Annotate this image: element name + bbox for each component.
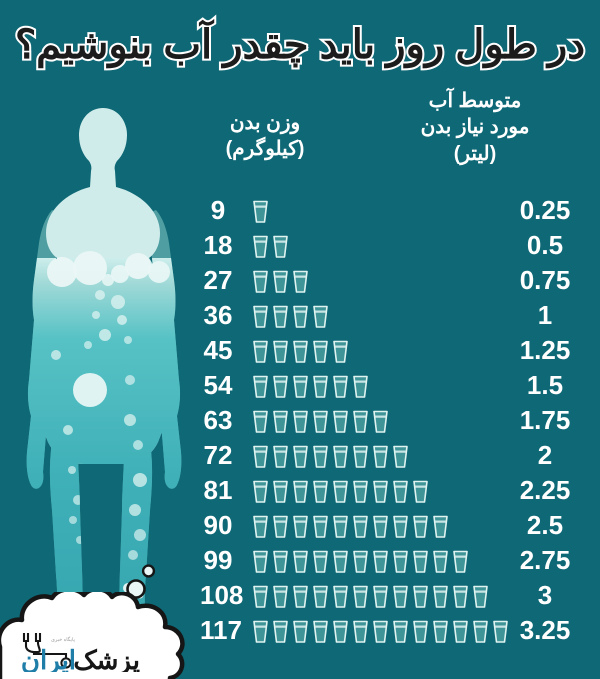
svg-text:ایران: ایران <box>21 645 76 672</box>
svg-text:پزشک: پزشک <box>73 645 140 672</box>
svg-text:پایگاه خبری: پایگاه خبری <box>51 636 75 643</box>
